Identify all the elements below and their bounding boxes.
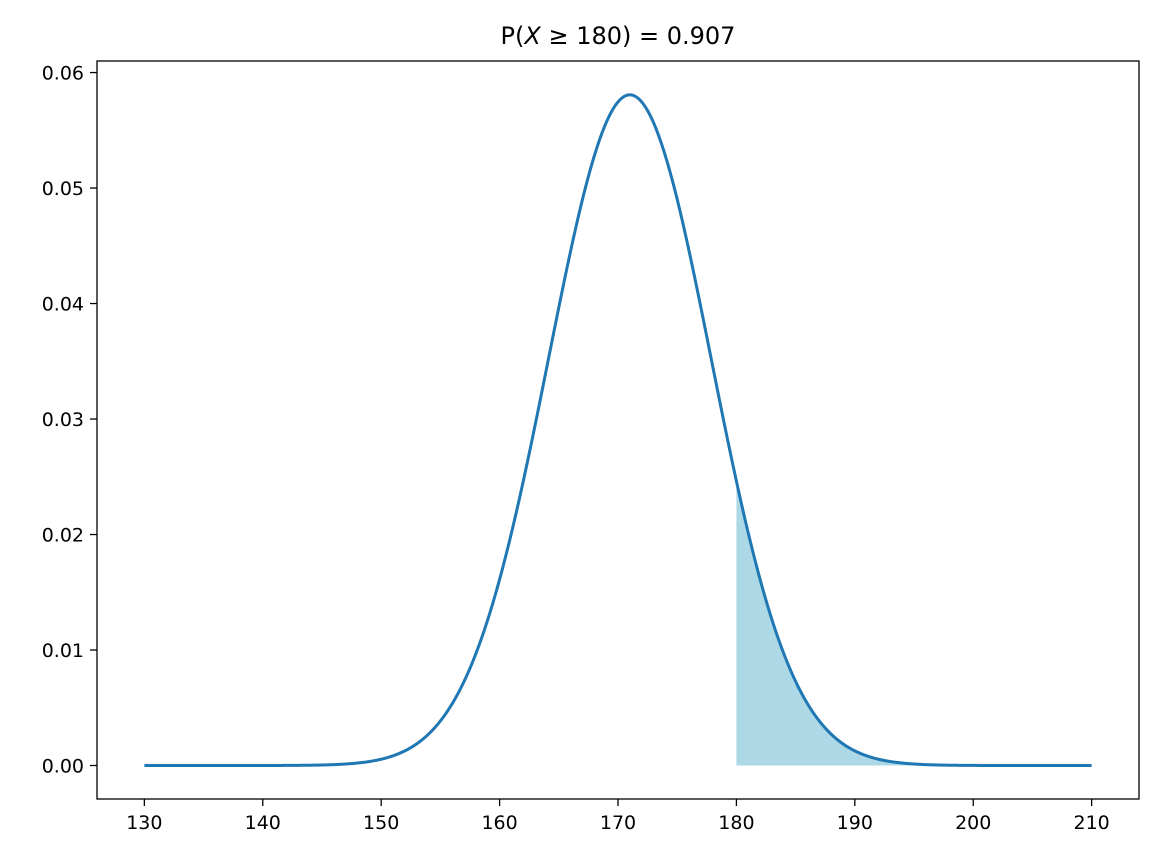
y-tick-label: 0.01 bbox=[42, 640, 84, 662]
chart-title-variable: X bbox=[522, 22, 541, 50]
y-tick-label: 0.02 bbox=[42, 525, 84, 547]
shaded-tail-area bbox=[736, 481, 1092, 766]
density-curve bbox=[144, 93, 1092, 768]
x-tick-label: 140 bbox=[245, 812, 281, 834]
y-tick-label: 0.06 bbox=[42, 63, 84, 85]
x-tick-label: 210 bbox=[1074, 812, 1110, 834]
chart-title-prefix: P( bbox=[501, 22, 525, 50]
y-tick-label: 0.05 bbox=[42, 178, 84, 200]
chart-title-relation: ≥ 180) = 0.907 bbox=[541, 22, 736, 50]
x-tick-label: 200 bbox=[955, 812, 991, 834]
chart-title: P(X ≥ 180) = 0.907 bbox=[501, 22, 736, 50]
x-tick-label: 190 bbox=[837, 812, 873, 834]
x-tick-label: 170 bbox=[600, 812, 636, 834]
plot-area bbox=[96, 60, 1140, 800]
y-tick-label: 0.00 bbox=[42, 756, 84, 778]
x-tick-label: 180 bbox=[718, 812, 754, 834]
x-tick-label: 130 bbox=[126, 812, 162, 834]
y-tick-label: 0.04 bbox=[42, 294, 84, 316]
x-tick-label: 150 bbox=[363, 812, 399, 834]
x-axis: 130 140 150 160 170 180 190 200 210 bbox=[126, 799, 1110, 834]
axes-frame bbox=[96, 60, 1140, 800]
y-tick-label: 0.03 bbox=[42, 409, 84, 431]
y-axis: 0.00 0.01 0.02 0.03 0.04 0.05 0.06 bbox=[42, 63, 97, 778]
x-tick-label: 160 bbox=[481, 812, 517, 834]
